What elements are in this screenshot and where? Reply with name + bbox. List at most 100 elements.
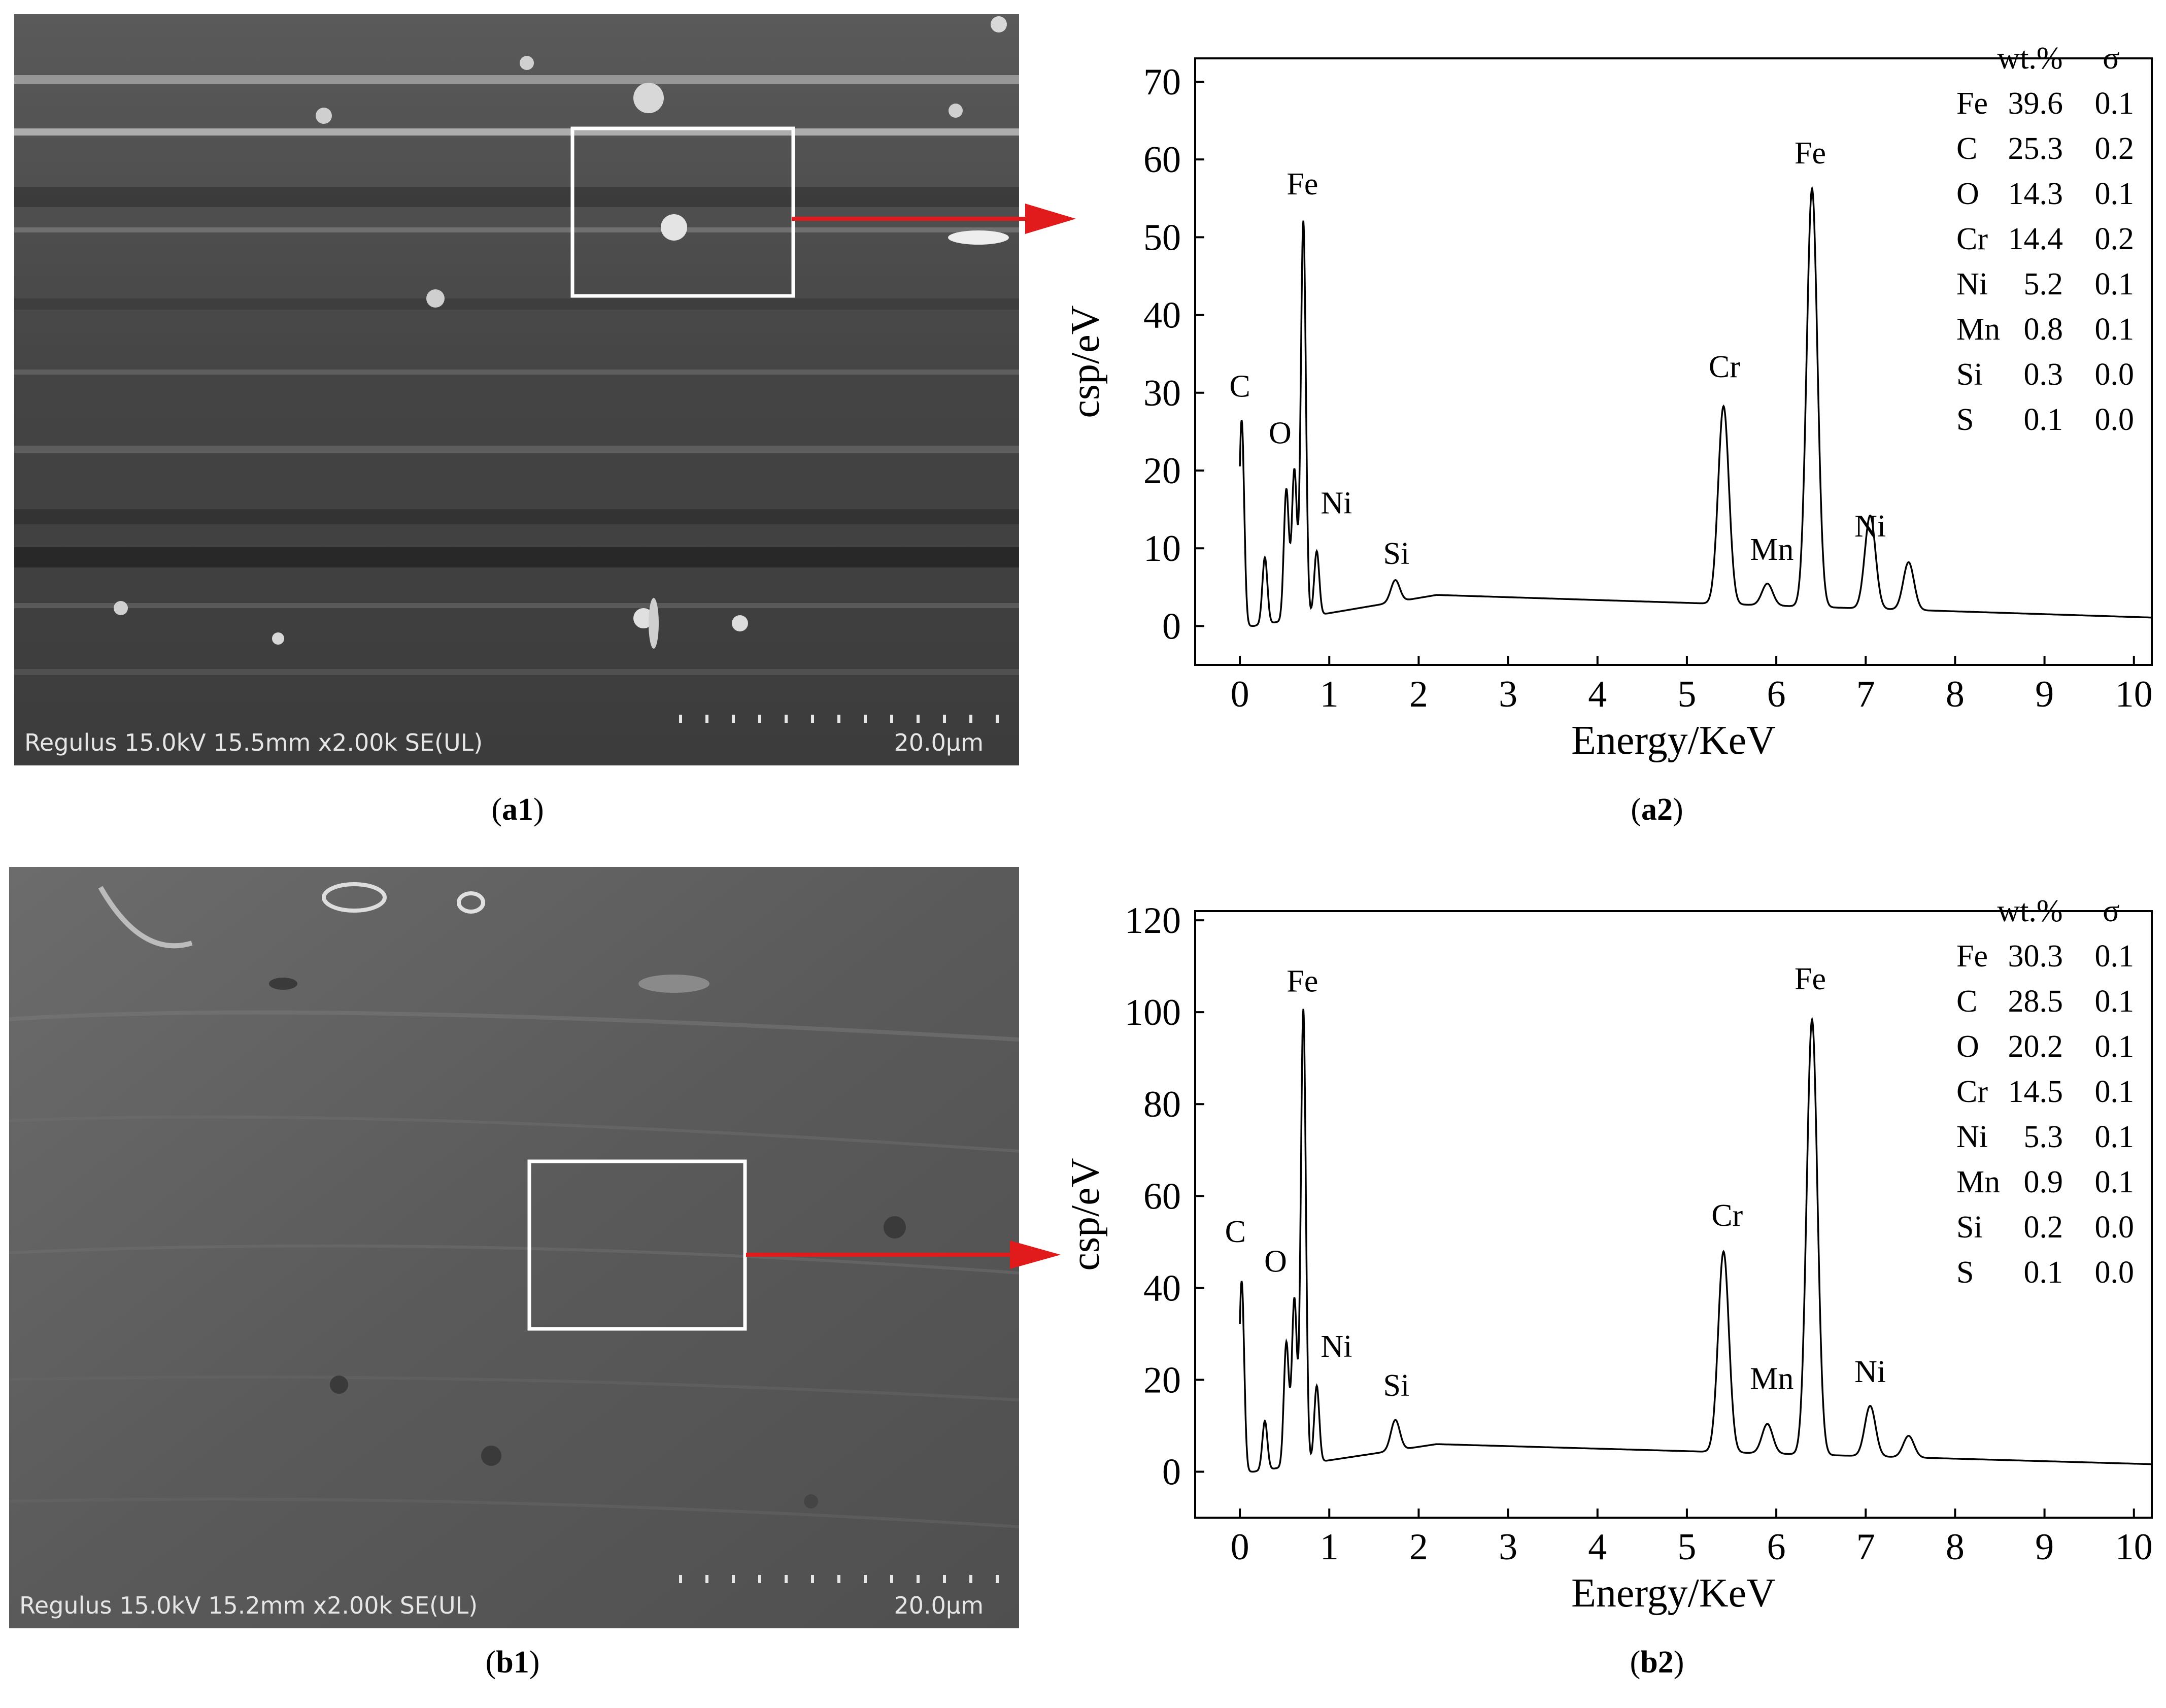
composition-element: Fe (1956, 939, 1988, 974)
composition-sigma: 0.1 (2095, 312, 2135, 347)
composition-sigma: 0.0 (2095, 357, 2135, 392)
peak-label: Cr (1709, 350, 1740, 384)
peak-label: Fe (1795, 962, 1826, 996)
caption-a1: (a1) (491, 792, 544, 827)
plot-frame (1194, 57, 2153, 666)
x-tick-label: 3 (1499, 674, 1517, 715)
peak-label: Fe (1287, 964, 1318, 998)
y-tick-label: 60 (1143, 139, 1181, 181)
peak-label: Si (1383, 537, 1410, 571)
x-tick-label: 7 (1856, 674, 1875, 715)
x-tick-label: 6 (1767, 1526, 1786, 1568)
sem-info-a1: Regulus 15.0kV 15.5mm x2.00k SE(UL) (24, 729, 483, 756)
peak-label: O (1264, 1245, 1287, 1279)
composition-wt: 14.5 (2008, 1075, 2063, 1109)
peak-label: Ni (1321, 1329, 1352, 1364)
sem-image-b1: Regulus 15.0kV 15.2mm x2.00k SE(UL) 20.0… (9, 867, 1019, 1628)
sem-texture-b1 (9, 867, 1019, 1628)
composition-element: S (1956, 1255, 1974, 1290)
y-tick-label: 100 (1125, 992, 1181, 1033)
peak-label: C (1229, 369, 1250, 404)
x-axis-label: Energy/KeV (1571, 718, 1776, 763)
y-tick-label: 0 (1162, 606, 1181, 647)
composition-sigma: 0.1 (2095, 1075, 2135, 1109)
composition-sigma: 0.1 (2095, 1120, 2135, 1154)
composition-wt: 25.3 (2008, 131, 2063, 166)
y-tick-label: 80 (1143, 1084, 1181, 1125)
x-tick-label: 10 (2115, 674, 2153, 715)
composition-wt: 0.1 (2024, 403, 2063, 437)
y-tick-label: 30 (1143, 373, 1181, 414)
composition-wt: 28.5 (2008, 984, 2063, 1019)
sem-info-b1: Regulus 15.0kV 15.2mm x2.00k SE(UL) (19, 1592, 478, 1619)
composition-sigma: 0.2 (2095, 222, 2135, 256)
composition-header-sigma: σ (2103, 41, 2119, 76)
composition-wt: 0.2 (2024, 1210, 2063, 1245)
composition-wt: 5.3 (2024, 1120, 2063, 1154)
y-tick-label: 20 (1143, 1359, 1181, 1401)
composition-header-wt: wt.% (1997, 41, 2062, 76)
x-tick-label: 1 (1320, 674, 1339, 715)
composition-wt: 14.4 (2008, 222, 2063, 256)
composition-wt: 39.6 (2008, 86, 2063, 121)
y-axis-label: csp/eV (1063, 305, 1108, 418)
composition-sigma: 0.1 (2095, 1165, 2135, 1199)
y-tick-label: 10 (1143, 528, 1181, 570)
composition-element: Si (1956, 357, 1983, 392)
x-tick-label: 8 (1946, 674, 1965, 715)
selection-box-a1 (570, 126, 795, 298)
composition-header-sigma: σ (2103, 894, 2119, 928)
composition-wt: 5.2 (2024, 267, 2063, 302)
composition-sigma: 0.0 (2095, 1255, 2135, 1290)
composition-element: Fe (1956, 86, 1988, 121)
peak-label: O (1269, 416, 1292, 450)
x-tick-label: 1 (1320, 1526, 1339, 1568)
x-tick-label: 0 (1231, 674, 1249, 715)
composition-sigma: 0.1 (2095, 1029, 2135, 1064)
spectrum-line (1239, 185, 2152, 627)
y-tick-label: 40 (1143, 1267, 1181, 1309)
x-tick-label: 6 (1767, 674, 1786, 715)
y-tick-label: 40 (1143, 295, 1181, 337)
x-tick-label: 0 (1231, 1526, 1249, 1568)
y-tick-label: 70 (1143, 61, 1181, 103)
peak-label: Mn (1750, 1362, 1793, 1396)
x-tick-label: 2 (1409, 674, 1428, 715)
x-tick-label: 5 (1677, 1526, 1696, 1568)
composition-element: C (1956, 131, 1977, 166)
composition-element: Mn (1956, 312, 2000, 347)
composition-element: Ni (1956, 1120, 1988, 1154)
composition-sigma: 0.0 (2095, 403, 2135, 437)
peak-label: Ni (1854, 1355, 1886, 1389)
composition-sigma: 0.2 (2095, 131, 2135, 166)
composition-element: Ni (1956, 267, 1988, 302)
x-tick-label: 4 (1588, 674, 1607, 715)
composition-sigma: 0.1 (2095, 177, 2135, 211)
selection-box-b1 (527, 1159, 747, 1331)
composition-element: Cr (1956, 222, 1988, 256)
scale-bar-a1 (679, 715, 999, 723)
x-tick-label: 2 (1409, 1526, 1428, 1568)
composition-element: O (1956, 177, 1979, 211)
composition-wt: 0.3 (2024, 357, 2063, 392)
y-tick-label: 20 (1143, 450, 1181, 492)
peak-label: C (1225, 1215, 1246, 1249)
y-axis-label: csp/eV (1063, 1158, 1108, 1270)
composition-element: C (1956, 984, 1977, 1019)
x-tick-label: 9 (2035, 1526, 2054, 1568)
peak-label: Mn (1750, 532, 1793, 567)
composition-sigma: 0.1 (2095, 984, 2135, 1019)
arrow-a (792, 204, 1076, 234)
y-tick-label: 0 (1162, 1451, 1181, 1493)
peak-label: Cr (1711, 1198, 1743, 1233)
x-tick-label: 7 (1856, 1526, 1875, 1568)
x-tick-label: 5 (1677, 674, 1696, 715)
y-tick-label: 120 (1125, 900, 1181, 942)
peak-label: Fe (1795, 136, 1826, 171)
y-tick-label: 60 (1143, 1176, 1181, 1217)
composition-sigma: 0.1 (2095, 939, 2135, 974)
composition-wt: 20.2 (2008, 1029, 2063, 1064)
peak-label: Si (1383, 1368, 1410, 1403)
composition-element: O (1956, 1029, 1979, 1064)
composition-sigma: 0.1 (2095, 267, 2135, 302)
